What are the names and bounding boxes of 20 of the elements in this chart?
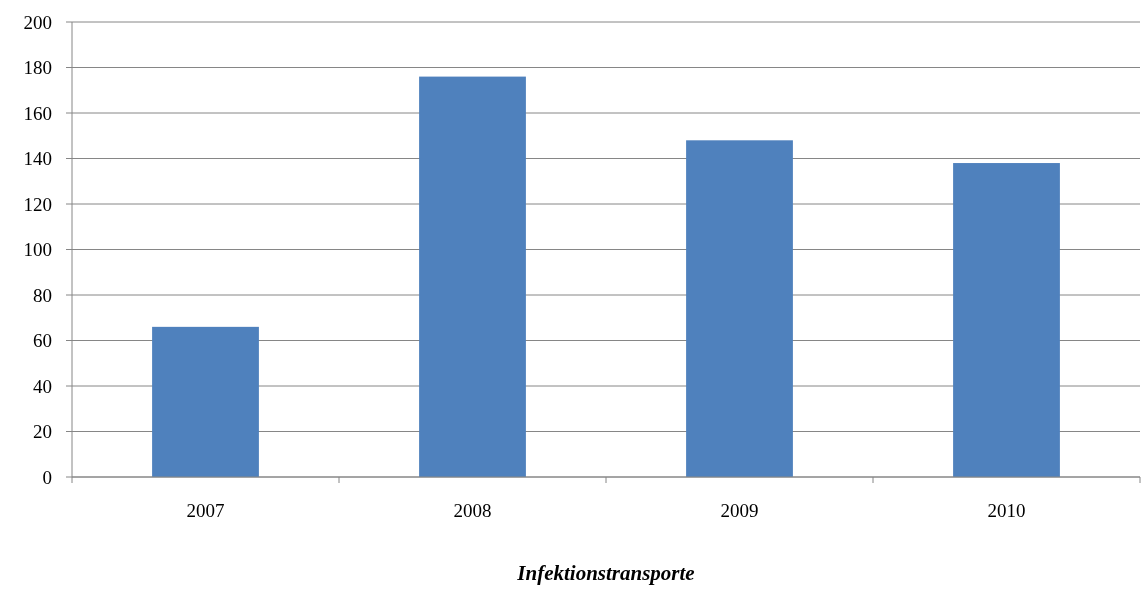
- x-tick-label: 2007: [186, 500, 225, 521]
- bar: [419, 76, 526, 477]
- bar: [953, 163, 1060, 477]
- y-tick-label: 120: [23, 193, 52, 215]
- y-tick-label: 40: [33, 375, 52, 397]
- x-axis-title: Infektionstransporte: [516, 561, 695, 585]
- y-tick-label: 160: [23, 102, 52, 124]
- y-tick-label: 20: [33, 421, 52, 443]
- y-tick-label: 80: [33, 284, 52, 306]
- bar: [152, 326, 259, 477]
- y-tick-label: 0: [42, 466, 52, 488]
- y-tick-label: 140: [23, 148, 52, 170]
- y-tick-label: 60: [33, 330, 52, 352]
- y-tick-label: 100: [23, 239, 52, 261]
- y-tick-label: 180: [23, 57, 52, 79]
- bar: [686, 140, 793, 477]
- y-tick-label: 200: [23, 11, 52, 33]
- x-tick-label: 2008: [453, 500, 492, 521]
- x-tick-label: 2010: [987, 500, 1026, 521]
- x-tick-label: 2009: [720, 500, 759, 521]
